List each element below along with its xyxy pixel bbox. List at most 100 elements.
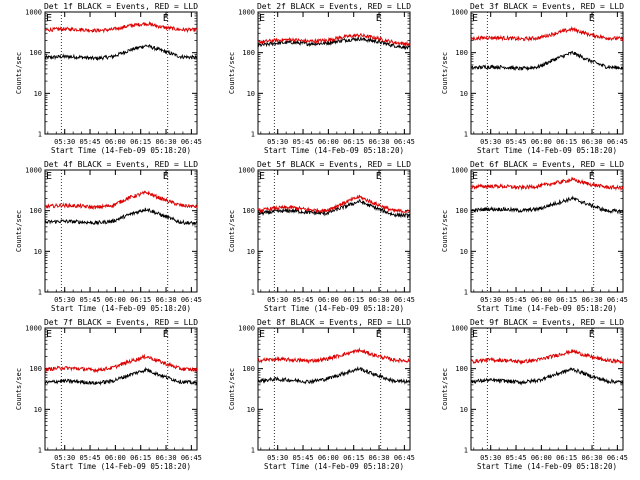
y-tick-label: 1 — [38, 289, 42, 297]
events-series-line — [44, 44, 198, 61]
y-tick-label: 1 — [251, 447, 255, 455]
x-tick-label: 06:15 — [130, 296, 151, 304]
x-axis-label: Start Time (14-Feb-09 05:18:20) — [264, 304, 404, 313]
y-tick-label: 1000 — [451, 9, 468, 17]
panel-title: Det 5f BLACK = Events, RED = LLD — [257, 160, 411, 169]
x-axis-label: Start Time (14-Feb-09 05:18:20) — [264, 146, 404, 155]
y-tick-label: 100 — [242, 49, 255, 57]
x-tick-label: 05:45 — [79, 138, 100, 146]
event-marker-label: E — [589, 13, 595, 24]
lld-series-line — [257, 32, 411, 47]
panel-5: Det 5f BLACK = Events, RED = LLD 1 10 100 10… — [228, 160, 415, 313]
x-tick-label: 06:30 — [155, 296, 176, 304]
panel-3: Det 3f BLACK = Events, RED = LLD 1 10 100 10… — [441, 2, 628, 155]
event-marker-label: E — [163, 171, 169, 182]
x-tick-label: 06:00 — [318, 454, 339, 462]
events-series-line — [257, 35, 411, 50]
x-tick-label: 06:00 — [318, 296, 339, 304]
y-tick-label: 1000 — [25, 325, 42, 333]
x-tick-label: 06:45 — [181, 296, 202, 304]
panel-title: Det 7f BLACK = Events, RED = LLD — [44, 318, 198, 327]
panel-title: Det 3f BLACK = Events, RED = LLD — [470, 2, 624, 11]
x-tick-label: 06:15 — [343, 138, 364, 146]
x-tick-label: 06:45 — [394, 296, 415, 304]
y-tick-label: 1000 — [25, 9, 42, 17]
lld-series-line — [257, 347, 411, 365]
x-tick-label: 06:30 — [155, 454, 176, 462]
x-axis-label: Start Time (14-Feb-09 05:18:20) — [477, 304, 617, 313]
event-marker-label: E — [472, 171, 478, 182]
y-tick-label: 10 — [460, 248, 468, 256]
x-tick-label: 06:00 — [531, 454, 552, 462]
panel-title: Det 1f BLACK = Events, RED = LLD — [44, 2, 198, 11]
y-tick-label: 1 — [464, 289, 468, 297]
lld-series-line — [470, 349, 624, 365]
x-tick-label: 05:30 — [267, 296, 288, 304]
event-marker-label: E — [589, 171, 595, 182]
lld-series-line — [470, 25, 624, 42]
y-tick-label: 100 — [29, 207, 42, 215]
x-tick-label: 06:45 — [181, 138, 202, 146]
y-tick-label: 100 — [29, 49, 42, 57]
x-tick-label: 06:45 — [607, 296, 628, 304]
y-tick-label: 1000 — [238, 167, 255, 175]
event-marker-label: E — [163, 329, 169, 340]
y-tick-label: 10 — [247, 90, 255, 98]
y-tick-label: 1000 — [451, 325, 468, 333]
x-tick-label: 06:15 — [343, 296, 364, 304]
x-axis-label: Start Time (14-Feb-09 05:18:20) — [264, 462, 404, 471]
x-tick-label: 06:30 — [581, 138, 602, 146]
event-marker-label: E — [46, 329, 52, 340]
plot-frame — [257, 169, 411, 293]
panel-4: Det 4f BLACK = Events, RED = LLD 1 10 100 10… — [15, 160, 202, 313]
y-tick-label: 10 — [247, 248, 255, 256]
plot-frame — [44, 327, 198, 451]
x-tick-label: 06:45 — [607, 138, 628, 146]
panel-title: Det 6f BLACK = Events, RED = LLD — [470, 160, 624, 169]
x-tick-label: 06:15 — [556, 296, 577, 304]
x-axis-label: Start Time (14-Feb-09 05:18:20) — [51, 304, 191, 313]
x-tick-label: 05:30 — [480, 138, 501, 146]
y-tick-label: 100 — [455, 365, 468, 373]
y-tick-label: 10 — [460, 90, 468, 98]
x-tick-label: 05:45 — [505, 138, 526, 146]
y-axis-label: Counts/sec — [441, 368, 449, 410]
events-series-line — [470, 195, 624, 215]
y-tick-label: 100 — [29, 365, 42, 373]
y-tick-label: 10 — [34, 406, 42, 414]
x-tick-label: 05:45 — [505, 454, 526, 462]
y-tick-label: 1000 — [451, 167, 468, 175]
x-tick-label: 06:15 — [130, 454, 151, 462]
x-tick-label: 06:30 — [368, 454, 389, 462]
x-axis-label: Start Time (14-Feb-09 05:18:20) — [51, 462, 191, 471]
y-tick-label: 1 — [251, 289, 255, 297]
x-tick-label: 06:15 — [556, 138, 577, 146]
y-tick-label: 10 — [34, 248, 42, 256]
event-marker-label: E — [589, 329, 595, 340]
x-tick-label: 06:15 — [556, 454, 577, 462]
event-marker-label: E — [376, 13, 382, 24]
x-tick-label: 06:45 — [607, 454, 628, 462]
y-tick-label: 10 — [247, 406, 255, 414]
y-axis-label: Counts/sec — [441, 210, 449, 252]
x-tick-label: 05:30 — [267, 138, 288, 146]
x-tick-label: 06:45 — [181, 454, 202, 462]
y-tick-label: 1 — [38, 447, 42, 455]
x-tick-label: 05:45 — [292, 296, 313, 304]
x-tick-label: 06:30 — [155, 138, 176, 146]
panel-8: Det 8f BLACK = Events, RED = LLD 1 10 100 10… — [228, 318, 415, 471]
x-tick-label: 05:45 — [292, 454, 313, 462]
x-tick-label: 05:45 — [79, 454, 100, 462]
y-tick-label: 100 — [242, 365, 255, 373]
y-axis-label: Counts/sec — [228, 368, 236, 410]
x-tick-label: 05:45 — [292, 138, 313, 146]
x-tick-label: 06:15 — [343, 454, 364, 462]
x-tick-label: 06:30 — [368, 138, 389, 146]
x-tick-label: 05:30 — [54, 138, 75, 146]
event-marker-label: E — [163, 13, 169, 24]
events-series-line — [470, 367, 624, 386]
events-series-line — [257, 199, 411, 219]
x-tick-label: 05:45 — [505, 296, 526, 304]
y-tick-label: 1000 — [238, 9, 255, 17]
y-axis-label: Counts/sec — [228, 52, 236, 94]
